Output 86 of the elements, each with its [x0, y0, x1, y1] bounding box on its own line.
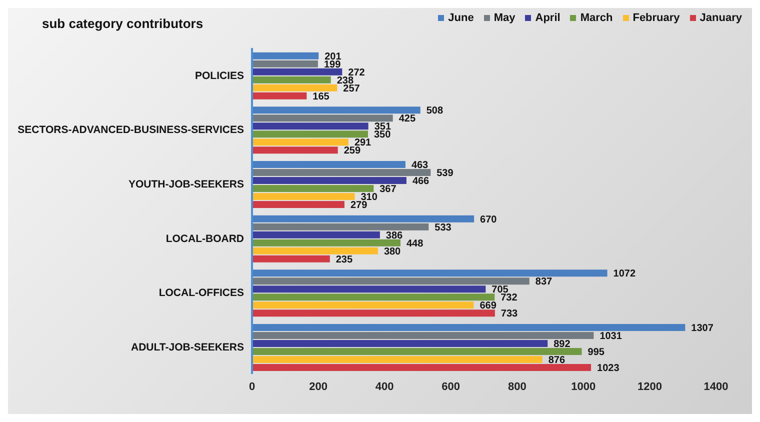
x-tick-label: 1000 [571, 380, 596, 393]
bar [252, 255, 330, 262]
bar [252, 310, 495, 317]
bar [252, 364, 592, 372]
bar [252, 76, 331, 84]
data-label: 235 [336, 254, 354, 266]
data-label: 733 [500, 308, 518, 320]
bar [252, 138, 348, 146]
data-label: 539 [436, 168, 454, 180]
bar [252, 223, 429, 230]
bar [252, 215, 474, 222]
x-tick-label: 200 [309, 380, 328, 393]
data-label: 508 [426, 106, 444, 117]
legend-label: May [494, 12, 516, 24]
bar [252, 340, 548, 348]
data-label: 466 [412, 176, 430, 188]
bar [252, 60, 318, 68]
bar [252, 185, 374, 192]
x-tick-label: 0 [248, 380, 256, 393]
bar [252, 270, 608, 277]
data-label: 732 [500, 292, 518, 304]
y-tick-label: YOUTH-JOB-SEEKERS [128, 178, 244, 191]
data-label: 1023 [597, 363, 620, 374]
data-label: 257 [343, 83, 360, 94]
bar [252, 294, 495, 301]
bar [252, 286, 486, 293]
bar [252, 130, 368, 138]
text: sub category contributors [42, 16, 204, 31]
y-tick-label: SECTORS-ADVANCED-BUSINESS-SERVICES [18, 124, 244, 136]
bar [252, 92, 307, 100]
bar [252, 239, 400, 246]
data-label: 367 [380, 184, 397, 196]
x-tick-label: 400 [375, 380, 394, 393]
data-label: 837 [535, 276, 553, 288]
data-label: 259 [344, 146, 361, 157]
bar [252, 193, 355, 200]
legend-label: February [632, 12, 680, 24]
x-tick-label: 1200 [637, 380, 662, 393]
bar [252, 247, 378, 254]
bar [252, 348, 582, 356]
data-label: 380 [384, 246, 402, 258]
data-label: 1307 [691, 323, 714, 334]
data-label: 386 [386, 230, 404, 242]
data-label: 669 [480, 300, 497, 312]
legend-label: January [700, 12, 742, 24]
bar [252, 169, 431, 176]
bar [252, 106, 420, 114]
legend-label: June [448, 12, 474, 24]
x-tick-label: 1400 [704, 380, 728, 393]
bar [252, 68, 342, 76]
data-label: 1072 [613, 268, 636, 280]
x-tick-label: 800 [508, 380, 526, 393]
bar [252, 324, 686, 332]
data-label: 425 [398, 114, 416, 125]
x-tick-label: 600 [442, 380, 460, 393]
bar [252, 146, 338, 154]
data-label: 533 [434, 222, 452, 234]
y-tick-label: LOCAL-OFFICES [158, 287, 244, 300]
bar [252, 231, 380, 238]
bar [252, 302, 474, 309]
y-tick-label: ADULT-JOB-SEEKERS [131, 342, 244, 354]
legend-label: March [580, 12, 613, 24]
data-label: 892 [554, 339, 571, 350]
bar [252, 201, 344, 208]
data-label: 448 [406, 238, 424, 250]
bar [252, 332, 594, 340]
data-label: 199 [324, 59, 342, 70]
data-label: 350 [374, 130, 392, 141]
bar [252, 356, 542, 364]
bar [252, 278, 530, 285]
data-label: 670 [480, 214, 498, 226]
y-tick-label: POLICIES [194, 70, 244, 82]
bar [252, 177, 406, 184]
data-label: 1031 [600, 331, 622, 342]
data-label: 463 [411, 160, 429, 172]
data-label: 995 [588, 347, 605, 358]
legend-label: April [535, 12, 560, 24]
bar [252, 84, 338, 92]
y-tick-label: LOCAL-BOARD [166, 232, 244, 245]
bar [252, 114, 393, 122]
bar [252, 161, 406, 168]
bar [252, 52, 319, 60]
data-label: 165 [312, 91, 330, 102]
data-label: 279 [350, 200, 368, 212]
data-label: 876 [548, 355, 566, 366]
bar [252, 122, 368, 130]
